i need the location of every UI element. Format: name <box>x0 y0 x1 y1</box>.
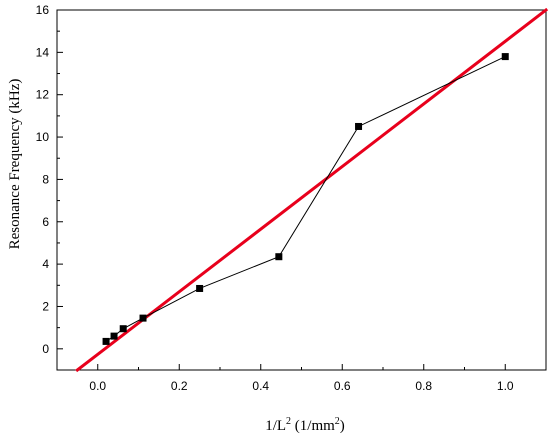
y-tick-label: 8 <box>42 172 49 186</box>
data-point <box>139 314 147 322</box>
data-point <box>275 253 283 261</box>
series-layer <box>75 7 549 373</box>
fit-line <box>75 7 549 373</box>
y-tick-label: 4 <box>42 257 49 271</box>
data-point <box>119 325 127 333</box>
data-point <box>355 122 363 130</box>
y-tick-label: 6 <box>42 215 49 229</box>
y-tick-label: 12 <box>36 88 50 102</box>
x-tick-label: 0.0 <box>89 379 106 393</box>
data-point <box>102 337 110 345</box>
data-point <box>501 53 509 61</box>
x-axis-label-middle: (1/mm <box>291 418 335 434</box>
y-tick-label: 0 <box>42 342 49 356</box>
y-tick-label: 14 <box>36 45 50 59</box>
data-point <box>196 284 204 292</box>
y-axis-label: Resonance Frequency (kHz) <box>7 79 23 250</box>
x-axis-label-prefix: 1/L <box>265 418 286 434</box>
data-point <box>110 332 118 340</box>
x-tick-label: 0.4 <box>252 379 269 393</box>
x-axis-label: 1/L2 (1/mm2) <box>265 416 345 434</box>
x-axis-label-suffix: ) <box>340 418 345 434</box>
x-tick-label: 0.2 <box>171 379 188 393</box>
x-ticks-layer: 0.0 0.2 0.4 0.6 0.8 1.0 <box>89 364 514 393</box>
y-ticks-layer: 0 2 4 6 8 10 12 14 16 <box>36 3 63 371</box>
x-tick-label: 1.0 <box>497 379 514 393</box>
x-axis-label-sup2: 2 <box>335 416 340 427</box>
plot-frame <box>56 9 547 371</box>
x-tick-label: 0.6 <box>334 379 351 393</box>
y-tick-label: 10 <box>36 130 50 144</box>
x-axis-label-sup: 2 <box>286 416 291 427</box>
plot-frame-layer <box>56 9 547 371</box>
x-tick-label: 0.8 <box>415 379 432 393</box>
y-tick-label: 16 <box>36 3 50 17</box>
y-tick-label: 2 <box>42 299 49 313</box>
